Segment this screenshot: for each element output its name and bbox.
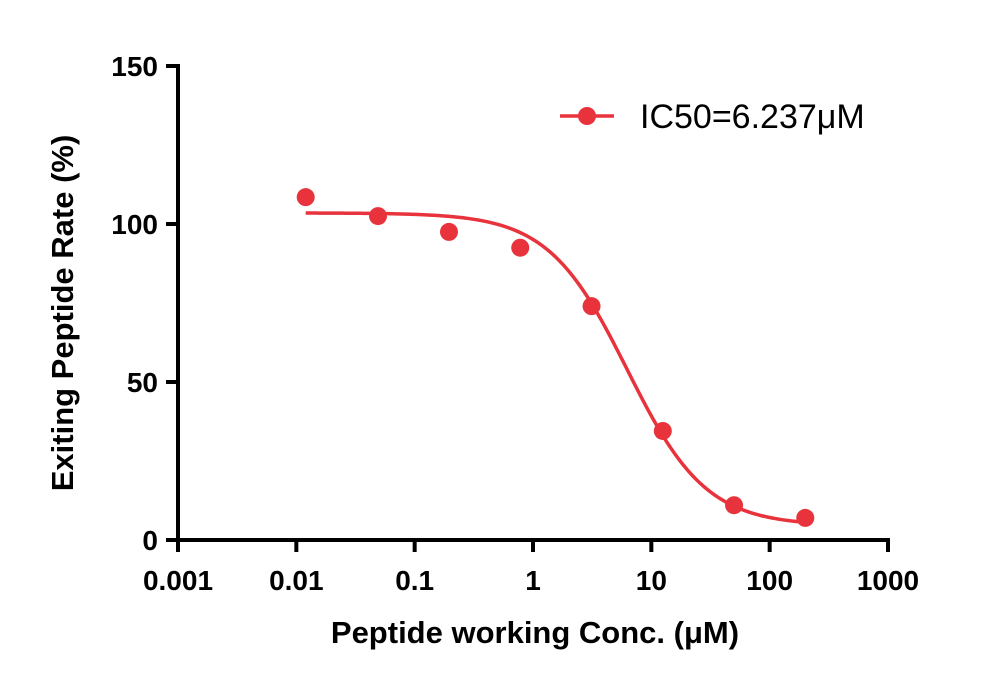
data-points	[296, 188, 815, 527]
y-ticks: 0 50 100 150	[111, 51, 178, 556]
data-point	[725, 496, 744, 515]
x-tick-label: 1	[525, 565, 541, 596]
data-point	[296, 188, 315, 207]
data-point	[582, 297, 601, 316]
x-axis-title: Peptide working Conc. (μM)	[331, 615, 739, 650]
data-point	[653, 421, 672, 440]
data-point	[369, 207, 388, 226]
x-tick-label: 1000	[857, 565, 919, 596]
data-point	[796, 508, 815, 527]
legend-label: IC50=6.237μM	[640, 98, 865, 136]
legend-point-marker	[578, 107, 596, 125]
x-tick-label: 100	[746, 565, 793, 596]
y-tick-label: 0	[142, 525, 158, 556]
x-tick-label: 0.1	[395, 565, 434, 596]
legend: IC50=6.237μM	[560, 98, 865, 136]
y-tick-label: 150	[111, 51, 158, 82]
data-point	[511, 238, 530, 257]
fit-curve	[305, 211, 806, 525]
y-tick-label: 50	[127, 367, 158, 398]
y-tick-label: 100	[111, 209, 158, 240]
x-ticks: 0.001 0.01 0.1 1 10 100 1000	[143, 540, 919, 596]
x-tick-label: 10	[636, 565, 667, 596]
x-tick-label: 0.001	[143, 565, 213, 596]
y-axis-title: Exiting Peptide Rate (%)	[45, 135, 80, 492]
data-point	[439, 222, 458, 241]
x-tick-label: 0.01	[269, 565, 324, 596]
